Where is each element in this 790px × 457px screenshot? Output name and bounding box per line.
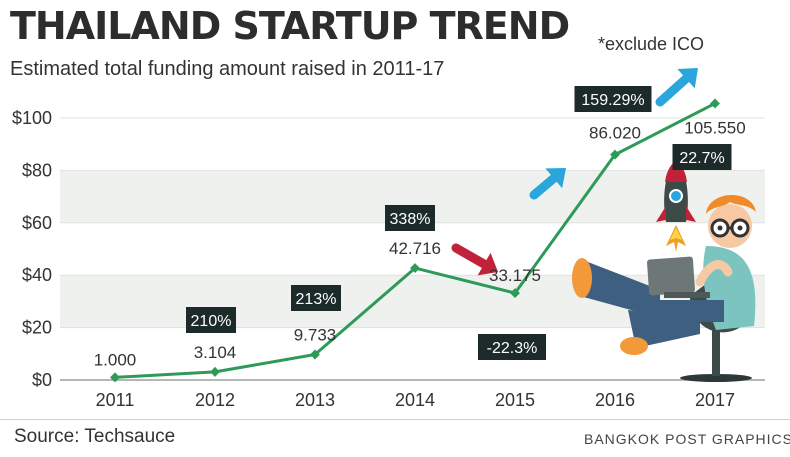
growth-label: 213% — [296, 291, 337, 308]
y-tick-label: $20 — [22, 318, 52, 338]
value-label: 9.733 — [294, 325, 337, 344]
y-tick-label: $40 — [22, 265, 52, 285]
growth-label: 338% — [390, 211, 431, 228]
growth-label: 22.7% — [679, 150, 724, 167]
growth-label-box — [574, 86, 652, 112]
data-point — [410, 263, 420, 274]
growth-label-box — [186, 307, 236, 333]
value-label: 33.175 — [489, 266, 541, 285]
data-point — [610, 149, 620, 160]
x-tick-label: 2013 — [295, 390, 335, 410]
footer-divider — [0, 419, 790, 420]
source-label: Source: Techsauce — [14, 426, 176, 447]
up-arrow-icon — [529, 168, 566, 200]
data-point — [710, 98, 720, 109]
data-point — [310, 349, 320, 360]
y-tick-label: $60 — [22, 213, 52, 233]
down-arrow-icon — [451, 243, 498, 276]
value-label: 3.104 — [194, 343, 237, 362]
growth-label-box — [672, 144, 732, 170]
line-chart: $0 $20 $40 $60 $80 $100 2011 2012 2013 2014 2015 2… — [12, 68, 765, 410]
rocket-icon — [656, 160, 696, 252]
growth-label: 210% — [191, 313, 232, 330]
growth-label: 159.29% — [581, 92, 644, 109]
chart-subtitle: Estimated total funding amount raised in… — [10, 58, 445, 80]
x-tick-label: 2016 — [595, 390, 635, 410]
y-tick-label: $80 — [22, 160, 52, 180]
x-tick-label: 2014 — [395, 390, 435, 410]
illustration — [572, 160, 756, 382]
growth-label-box — [291, 285, 341, 311]
growth-label-box — [478, 334, 546, 360]
value-label: 42.716 — [389, 239, 441, 258]
y-tick-label: $100 — [12, 108, 52, 128]
x-tick-label: 2012 — [195, 390, 235, 410]
data-point — [110, 372, 120, 383]
up-arrow-icon — [655, 68, 698, 107]
x-tick-label: 2017 — [695, 390, 735, 410]
growth-label: -22.3% — [487, 340, 538, 357]
value-label: 105.550 — [684, 118, 745, 137]
y-tick-label: $0 — [32, 370, 52, 390]
chart-title: THAILAND STARTUP TREND — [10, 4, 570, 48]
value-label: 1.000 — [94, 350, 137, 369]
data-point — [210, 366, 220, 377]
x-tick-label: 2011 — [96, 390, 135, 410]
data-point — [510, 288, 520, 299]
growth-label-box — [385, 205, 435, 231]
person-with-laptop-icon — [572, 194, 756, 382]
footnote-exclude-ico: *exclude ICO — [598, 34, 705, 54]
graphics-credit: BANGKOK POST GRAPHICS — [584, 431, 790, 447]
x-tick-label: 2015 — [495, 390, 535, 410]
value-label: 86.020 — [589, 124, 641, 143]
